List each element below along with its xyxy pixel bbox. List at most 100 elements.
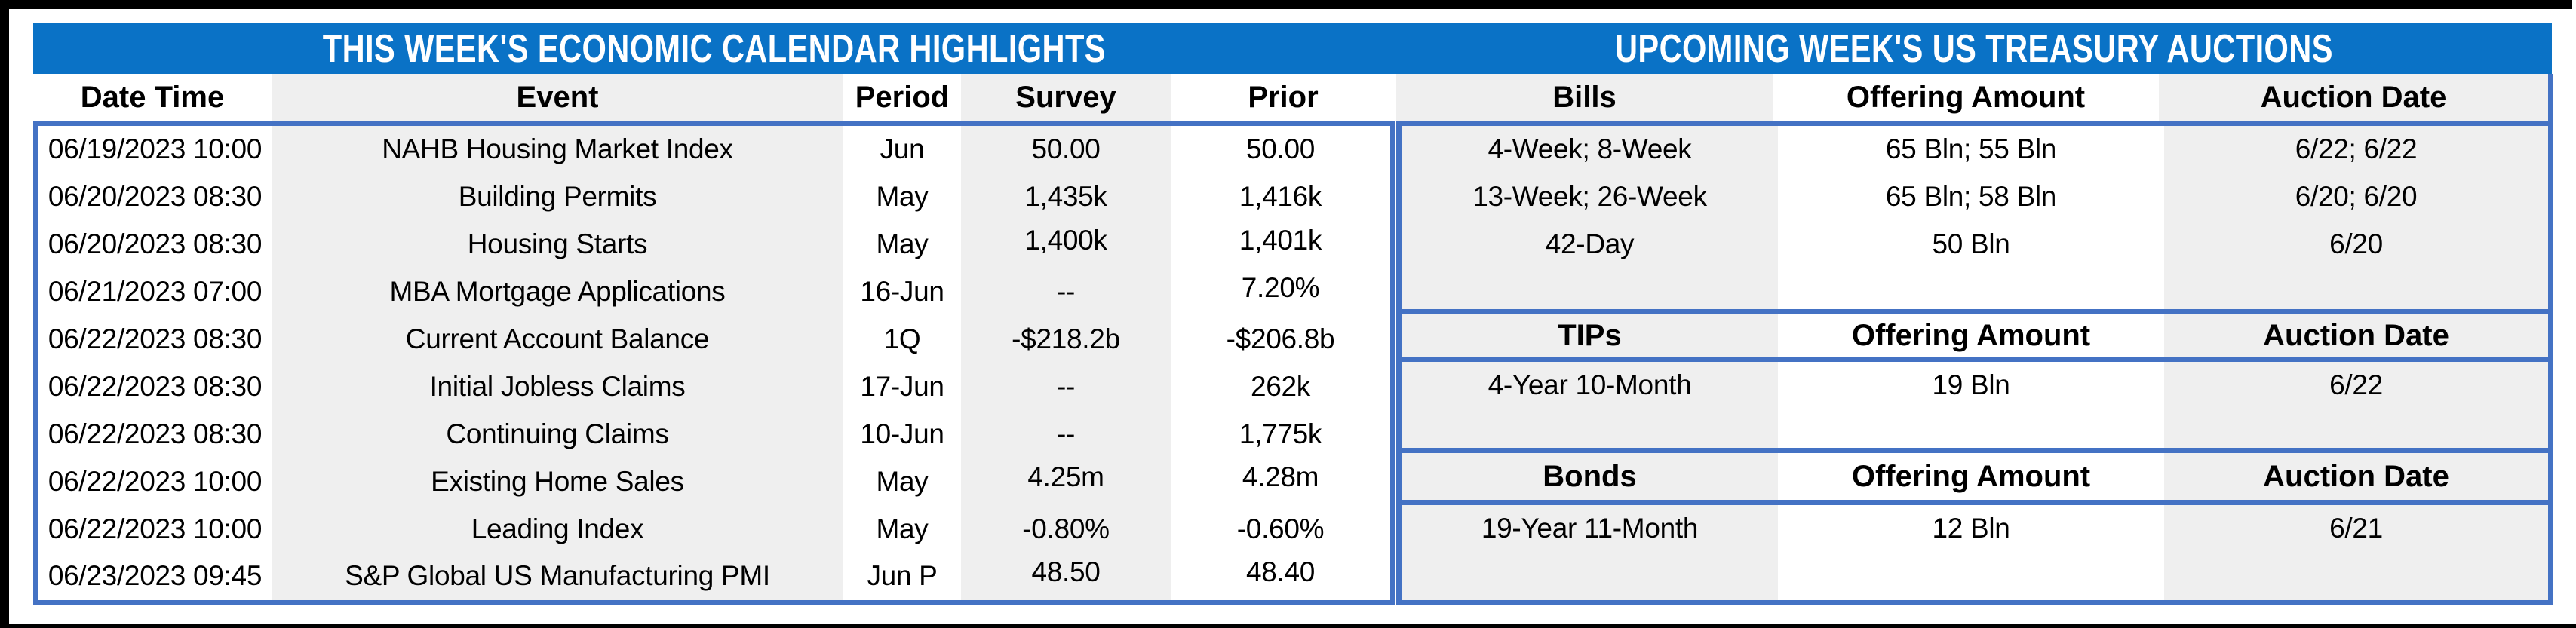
- title-band: THIS WEEK'S ECONOMIC CALENDAR HIGHLIGHTS…: [33, 23, 2552, 74]
- cell-offering-amount: 50 Bln: [1778, 220, 2164, 268]
- empty-cell: [1402, 268, 1778, 309]
- table-row: 4-Year 10-Month 19 Bln 6/22: [1402, 362, 2548, 409]
- column-header-tips: TIPs: [1402, 314, 1778, 357]
- table-row: 19-Year 11-Month 12 Bln 6/21: [1402, 505, 2548, 553]
- column-header-auction-date: Auction Date: [2164, 314, 2548, 357]
- cell-event: Current Account Balance: [272, 315, 843, 363]
- economic-calendar-header-row: Date Time Event Period Survey Prior: [33, 74, 1395, 121]
- bills-table: 4-Week; 8-Week 65 Bln; 55 Bln 6/22; 6/22 13…: [1396, 121, 2553, 314]
- cell-period: 10-Jun: [843, 410, 961, 458]
- bills-header-row: Bills Offering Amount Auction Date: [1396, 74, 2553, 121]
- table-row: 42-Day 50 Bln 6/20: [1402, 220, 2548, 268]
- table-row: 06/23/2023 09:45 S&P Global US Manufactur…: [38, 553, 1390, 600]
- treasury-auctions-title-text: UPCOMING WEEK'S US TREASURY AUCTIONS: [1615, 26, 2333, 71]
- cell-prior: 50.00: [1171, 126, 1390, 173]
- table-row: 4-Week; 8-Week 65 Bln; 55 Bln 6/22; 6/22: [1402, 126, 2548, 173]
- table-row: 13-Week; 26-Week 65 Bln; 58 Bln 6/20; 6/20: [1402, 173, 2548, 221]
- cell-survey: -$218.2b: [961, 315, 1171, 363]
- cell-period: 17-Jun: [843, 363, 961, 411]
- cell-offering-amount: 19 Bln: [1778, 362, 2164, 409]
- column-header-offering-amount: Offering Amount: [1778, 453, 2164, 500]
- cell-period: May: [843, 220, 961, 268]
- cell-period: May: [843, 505, 961, 553]
- cell-prior: 262k: [1171, 363, 1390, 411]
- cell-prior: 48.40: [1171, 553, 1390, 600]
- cell-date-time: 06/22/2023 08:30: [38, 410, 272, 458]
- cell-event: S&P Global US Manufacturing PMI: [272, 553, 843, 600]
- cell-event: NAHB Housing Market Index: [272, 126, 843, 173]
- economic-calendar-table: 06/19/2023 10:00 NAHB Housing Market Inde…: [33, 121, 1395, 605]
- cell-survey: --: [961, 363, 1171, 411]
- cell-date-time: 06/19/2023 10:00: [38, 126, 272, 173]
- cell-period: May: [843, 458, 961, 506]
- cell-survey: --: [961, 410, 1171, 458]
- empty-cell: [1402, 552, 1778, 600]
- cell-auction-date: 6/22: [2164, 362, 2548, 409]
- empty-cell: [2164, 552, 2548, 600]
- table-row: 06/22/2023 08:30 Initial Jobless Claims 17…: [38, 363, 1390, 411]
- column-header-event: Event: [272, 74, 843, 121]
- cell-period: May: [843, 173, 961, 221]
- cell-period: 1Q: [843, 315, 961, 363]
- economic-calendar-title: THIS WEEK'S ECONOMIC CALENDAR HIGHLIGHTS: [33, 23, 1395, 74]
- cell-offering-amount: 65 Bln; 58 Bln: [1778, 173, 2164, 221]
- top-frame-border: [0, 0, 2572, 9]
- cell-event: Housing Starts: [272, 220, 843, 268]
- cell-security: 42-Day: [1402, 220, 1778, 268]
- column-header-auction-date: Auction Date: [2164, 453, 2548, 500]
- cell-period: Jun: [843, 126, 961, 173]
- empty-cell: [1402, 409, 1778, 448]
- cell-event: Existing Home Sales: [272, 458, 843, 506]
- empty-cell: [1778, 552, 2164, 600]
- bottom-frame-border: [0, 624, 2576, 628]
- column-header-prior: Prior: [1171, 74, 1395, 121]
- cell-event: Leading Index: [272, 505, 843, 553]
- cell-event: Continuing Claims: [272, 410, 843, 458]
- cell-date-time: 06/20/2023 08:30: [38, 220, 272, 268]
- cell-survey: 50.00: [961, 126, 1171, 173]
- cell-survey: 1,435k: [961, 173, 1171, 221]
- cell-prior: 4.28m: [1171, 458, 1390, 506]
- table-row: 06/22/2023 10:00 Existing Home Sales May 4.…: [38, 458, 1390, 506]
- table-row: 06/20/2023 08:30 Building Permits May 1,435…: [38, 173, 1390, 221]
- cell-event: MBA Mortgage Applications: [272, 268, 843, 316]
- column-header-survey: Survey: [961, 74, 1171, 121]
- empty-row-space: [1402, 552, 2548, 600]
- column-header-bills: Bills: [1396, 74, 1773, 121]
- empty-row-space: [1402, 268, 2548, 309]
- cell-security: 13-Week; 26-Week: [1402, 173, 1778, 221]
- economic-calendar-title-text: THIS WEEK'S ECONOMIC CALENDAR HIGHLIGHTS: [322, 26, 1107, 71]
- empty-cell: [1778, 409, 2164, 448]
- cell-security: 4-Year 10-Month: [1402, 362, 1778, 409]
- treasury-auctions-title: UPCOMING WEEK'S US TREASURY AUCTIONS: [1396, 23, 2552, 74]
- column-header-offering-amount: Offering Amount: [1773, 74, 2159, 121]
- cell-prior: 1,416k: [1171, 173, 1390, 221]
- table-row: 06/22/2023 08:30 Continuing Claims 10-Jun -…: [38, 410, 1390, 458]
- empty-cell: [1778, 268, 2164, 309]
- cell-date-time: 06/22/2023 10:00: [38, 458, 272, 506]
- empty-cell: [2164, 268, 2548, 309]
- cell-auction-date: 6/22; 6/22: [2164, 126, 2548, 173]
- column-header-auction-date: Auction Date: [2159, 74, 2548, 121]
- cell-date-time: 06/22/2023 08:30: [38, 363, 272, 411]
- table-row: 06/19/2023 10:00 NAHB Housing Market Inde…: [38, 126, 1390, 173]
- cell-auction-date: 6/21: [2164, 505, 2548, 553]
- bonds-table: 19-Year 11-Month 12 Bln 6/21: [1396, 505, 2553, 605]
- table-row: 06/21/2023 07:00 MBA Mortgage Application…: [38, 268, 1390, 316]
- cell-event: Initial Jobless Claims: [272, 363, 843, 411]
- cell-offering-amount: 65 Bln; 55 Bln: [1778, 126, 2164, 173]
- tips-table: 4-Year 10-Month 19 Bln 6/22: [1396, 362, 2553, 453]
- cell-prior: -$206.8b: [1171, 315, 1390, 363]
- cell-event: Building Permits: [272, 173, 843, 221]
- cell-survey: --: [961, 268, 1171, 316]
- cell-survey: 4.25m: [961, 458, 1171, 506]
- table-row: 06/20/2023 08:30 Housing Starts May 1,400k 1…: [38, 220, 1390, 268]
- column-header-period: Period: [843, 74, 961, 121]
- cell-security: 19-Year 11-Month: [1402, 505, 1778, 553]
- cell-auction-date: 6/20; 6/20: [2164, 173, 2548, 221]
- cell-period: Jun P: [843, 553, 961, 600]
- cell-date-time: 06/22/2023 08:30: [38, 315, 272, 363]
- cell-survey: 1,400k: [961, 220, 1171, 268]
- tips-header-row: TIPs Offering Amount Auction Date: [1396, 314, 2553, 362]
